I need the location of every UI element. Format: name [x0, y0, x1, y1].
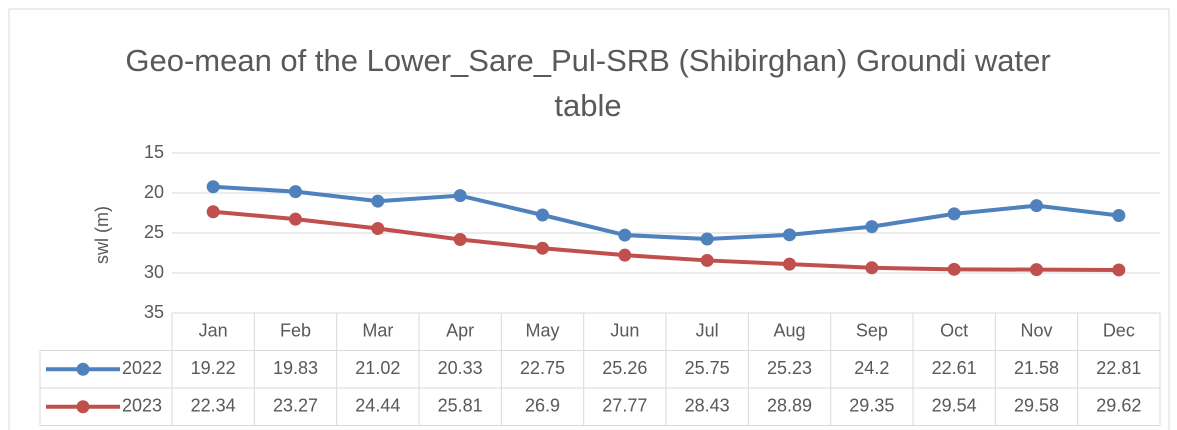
- x-tick-label: Jun: [610, 321, 639, 341]
- data-point: [536, 208, 549, 222]
- legend-label: 2022: [122, 358, 162, 378]
- x-tick-label: Feb: [280, 321, 311, 341]
- data-point: [1030, 199, 1043, 213]
- table-value: 29.54: [932, 396, 977, 416]
- table-value: 28.43: [685, 396, 730, 416]
- x-tick-label: Dec: [1103, 321, 1135, 341]
- table-value: 27.77: [602, 396, 647, 416]
- y-tick-label: 35: [144, 302, 164, 322]
- y-tick-label: 15: [144, 142, 164, 162]
- data-point: [783, 257, 796, 271]
- table-value: 24.2: [854, 358, 889, 378]
- data-point: [1112, 263, 1126, 277]
- data-point: [206, 205, 220, 219]
- table-value: 22.61: [932, 358, 977, 378]
- series-line: [213, 184, 1120, 241]
- data-point: [1030, 263, 1043, 277]
- data-point: [947, 262, 961, 276]
- y-tick-label: 25: [144, 222, 164, 242]
- series-line: [212, 209, 1119, 272]
- x-tick-label: Mar: [362, 321, 393, 341]
- chart-border: [8, 8, 1170, 430]
- data-point: [536, 241, 549, 255]
- x-tick-label: Nov: [1020, 321, 1052, 341]
- data-point: [206, 180, 220, 194]
- chart-title: Geo-mean of the Lower_Sare_Pul-SRB (Shib…: [125, 43, 1051, 123]
- x-tick-label: Oct: [940, 321, 968, 341]
- x-tick-label: Jan: [199, 321, 228, 341]
- table-value: 29.62: [1096, 396, 1141, 416]
- x-tick-label: Jul: [696, 321, 719, 341]
- table-value: 21.02: [355, 358, 400, 378]
- data-point: [783, 228, 796, 242]
- data-point: [453, 189, 467, 203]
- data-point: [1112, 208, 1126, 222]
- data-point: [700, 232, 714, 246]
- data-point: [371, 222, 385, 236]
- legend-label: 2023: [122, 396, 162, 416]
- data-point: [289, 185, 302, 199]
- table-value: 25.81: [438, 396, 483, 416]
- table-value: 19.83: [273, 358, 318, 378]
- table-value: 25.23: [767, 358, 812, 378]
- data-point: [371, 194, 385, 208]
- data-point: [865, 220, 879, 234]
- table-value: 26.9: [525, 396, 560, 416]
- table-value: 19.22: [191, 358, 236, 378]
- table-value: 29.35: [849, 396, 894, 416]
- table-value: 21.58: [1014, 358, 1059, 378]
- table-value: 24.44: [355, 396, 400, 416]
- y-tick-label: 20: [144, 182, 164, 202]
- data-point: [289, 212, 302, 226]
- table-value: 20.33: [438, 358, 483, 378]
- x-tick-label: May: [525, 321, 559, 341]
- data-point: [453, 232, 467, 246]
- y-tick-label: 30: [144, 262, 164, 282]
- data-point: [700, 253, 714, 267]
- table-value: 28.89: [767, 396, 812, 416]
- table-value: 22.75: [520, 358, 565, 378]
- legend-marker: [76, 362, 90, 376]
- table-value: 22.34: [191, 396, 236, 416]
- table-value: 23.27: [273, 396, 318, 416]
- y-axis-label: swl (m): [92, 206, 112, 264]
- table-value: 25.75: [685, 358, 730, 378]
- table-value: 29.58: [1014, 396, 1059, 416]
- table-value: 22.81: [1096, 358, 1141, 378]
- x-tick-label: Apr: [446, 321, 474, 341]
- data-point: [618, 248, 632, 262]
- x-tick-label: Sep: [856, 321, 888, 341]
- legend-marker: [76, 400, 90, 414]
- data-point: [618, 228, 632, 242]
- x-tick-label: Aug: [773, 321, 805, 341]
- data-point: [865, 261, 879, 275]
- table-value: 25.26: [602, 358, 647, 378]
- data-point: [947, 207, 961, 221]
